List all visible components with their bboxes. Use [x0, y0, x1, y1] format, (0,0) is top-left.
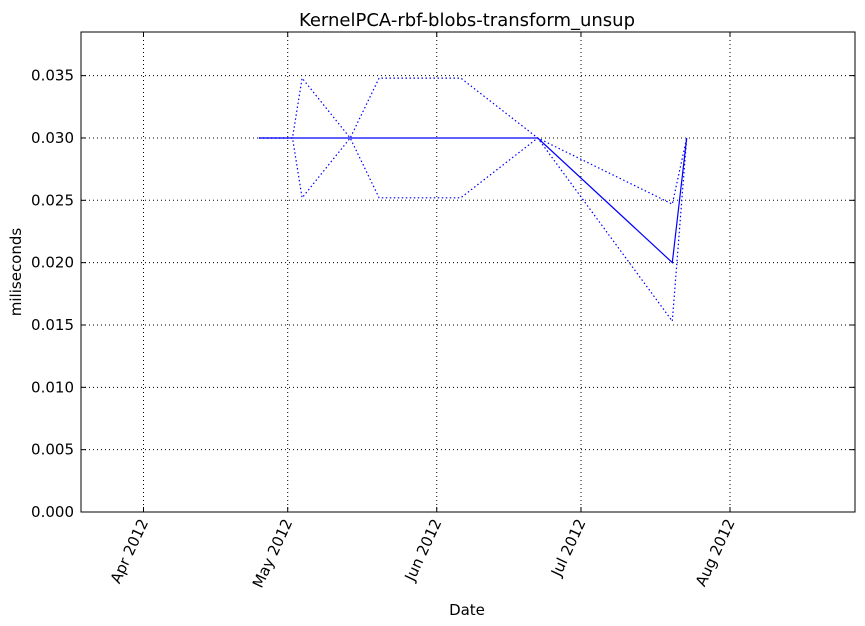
chart-title: KernelPCA-rbf-blobs-transform_unsup [299, 10, 635, 31]
x-tick-label: May 2012 [249, 516, 297, 591]
x-tick-label: Jun 2012 [401, 516, 446, 585]
series-line-dotted-2 [258, 136, 688, 323]
grid [81, 32, 855, 513]
y-tick-label: 0.020 [31, 254, 74, 272]
y-tick-label: 0.010 [31, 378, 74, 396]
y-tick-label: 0.000 [31, 503, 74, 521]
y-axis-title: miliseconds [7, 228, 25, 317]
series-group [258, 76, 688, 323]
series-line-dotted-1 [258, 76, 688, 205]
y-tick-label: 0.030 [31, 129, 74, 147]
y-tick-label: 0.005 [31, 441, 74, 459]
x-tick-label: Aug 2012 [692, 516, 739, 589]
plot-frame [80, 31, 856, 513]
ticks: 0.000 0.005 0.010 0.015 0.020 0.025 0.030 0.035… [31, 32, 855, 591]
x-tick-label: Apr 2012 [107, 516, 152, 586]
y-tick-label: 0.025 [31, 191, 74, 209]
x-tick-label: Jul 2012 [547, 516, 590, 580]
y-tick-label: 0.035 [31, 67, 74, 85]
y-tick-label: 0.015 [31, 316, 74, 334]
series-line-solid-0 [258, 137, 688, 264]
x-axis-title: Date [449, 601, 485, 619]
